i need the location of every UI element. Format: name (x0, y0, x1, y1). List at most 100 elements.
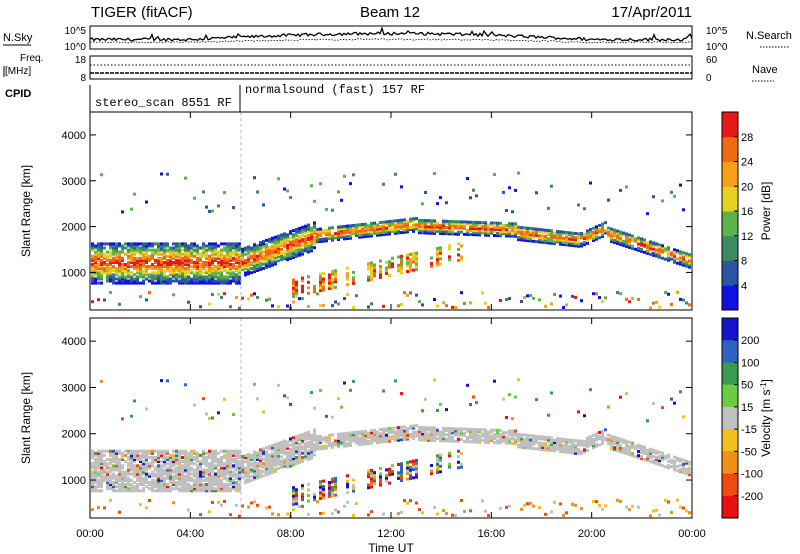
echo-cell (658, 450, 661, 454)
echo-cell (166, 483, 169, 486)
echo-cell (178, 476, 181, 480)
echo-cell (646, 419, 649, 423)
echo-cell (124, 478, 127, 482)
echo-cell (97, 453, 100, 457)
echo-cell (610, 239, 613, 243)
echo-cell (112, 246, 115, 250)
echo-cell (304, 249, 307, 253)
echo-cell (256, 468, 259, 472)
echo-cell (142, 464, 145, 468)
echo-cell (223, 248, 226, 252)
echo-cell (172, 254, 175, 258)
echo-cell (625, 185, 628, 189)
echo-cell (247, 257, 250, 261)
echo-cell (187, 254, 190, 258)
echo-cell (130, 458, 133, 461)
echo-cell (109, 453, 112, 457)
echo-cell (190, 451, 193, 455)
echo-cell (610, 237, 613, 241)
echo-cell (157, 487, 160, 491)
echo-cell (505, 435, 508, 439)
echo-cell (109, 485, 112, 489)
echo-cell (208, 279, 211, 283)
echo-cell (589, 232, 592, 236)
echo-cell (118, 487, 121, 491)
echo-cell (460, 499, 463, 502)
echo-cell (673, 252, 676, 256)
echo-cell (586, 442, 589, 446)
echo-cell (121, 466, 124, 470)
echo-cell (556, 437, 559, 441)
echo-cell (439, 430, 442, 434)
echo-cell (424, 227, 427, 231)
echo-cell (508, 230, 511, 234)
echo-cell (145, 261, 148, 264)
echo-cell (166, 267, 169, 271)
echo-cell (277, 452, 280, 456)
echo-cell (322, 288, 325, 292)
echo-cell (580, 236, 583, 240)
echo-cell (130, 472, 133, 476)
echo-cell (268, 459, 271, 463)
echo-cell (115, 248, 118, 252)
echo-cell (94, 451, 97, 455)
echo-cell (136, 256, 139, 260)
echo-cell (178, 453, 181, 457)
echo-cell (301, 232, 304, 235)
echo-cell (565, 511, 568, 515)
echo-cell (535, 231, 538, 235)
echo-cell (286, 249, 289, 253)
echo-cell (247, 251, 250, 255)
echo-cell (211, 485, 214, 489)
echo-cell (514, 224, 517, 228)
echo-cell (196, 474, 199, 478)
echo-cell (619, 238, 622, 242)
echo-cell (121, 267, 124, 271)
echo-cell (172, 487, 175, 491)
echo-cell (169, 248, 172, 252)
echo-cell (334, 234, 337, 238)
echo-cell (313, 229, 316, 233)
echo-cell (238, 263, 241, 266)
echo-cell (526, 446, 529, 450)
echo-cell (529, 231, 532, 235)
echo-cell (190, 269, 193, 273)
echo-cell (304, 243, 307, 247)
echo-cell (148, 248, 151, 252)
echo-cell (142, 254, 145, 258)
echo-cell (352, 306, 355, 309)
echo-cell (283, 439, 286, 443)
echo-cell (343, 233, 346, 237)
echo-cell (223, 487, 226, 491)
echo-cell (463, 427, 466, 431)
echo-cell (679, 459, 682, 463)
echo-cell (268, 505, 271, 509)
echo-cell (463, 302, 466, 305)
echo-cell (154, 275, 157, 279)
echo-cell (151, 277, 154, 281)
echo-cell (175, 451, 178, 455)
echo-cell (229, 470, 232, 474)
echo-cell (505, 416, 508, 419)
echo-cell (217, 478, 220, 482)
echo-cell (316, 232, 319, 236)
echo-cell (136, 248, 139, 252)
echo-cell (184, 478, 187, 482)
echo-cell (220, 265, 223, 269)
echo-cell (451, 220, 454, 224)
echo-cell (220, 267, 223, 271)
x-tick-label: 20:00 (578, 528, 606, 540)
echo-cell (130, 487, 133, 491)
echo-cell (349, 228, 352, 232)
echo-cell (301, 457, 304, 461)
echo-cell (688, 462, 691, 466)
echo-cell (283, 458, 286, 462)
echo-cell (202, 246, 205, 250)
echo-cell (370, 277, 373, 281)
echo-cell (109, 279, 112, 283)
echo-cell (232, 472, 235, 476)
echo-cell (388, 435, 391, 439)
echo-cell (133, 451, 136, 455)
echo-cell (235, 242, 238, 246)
